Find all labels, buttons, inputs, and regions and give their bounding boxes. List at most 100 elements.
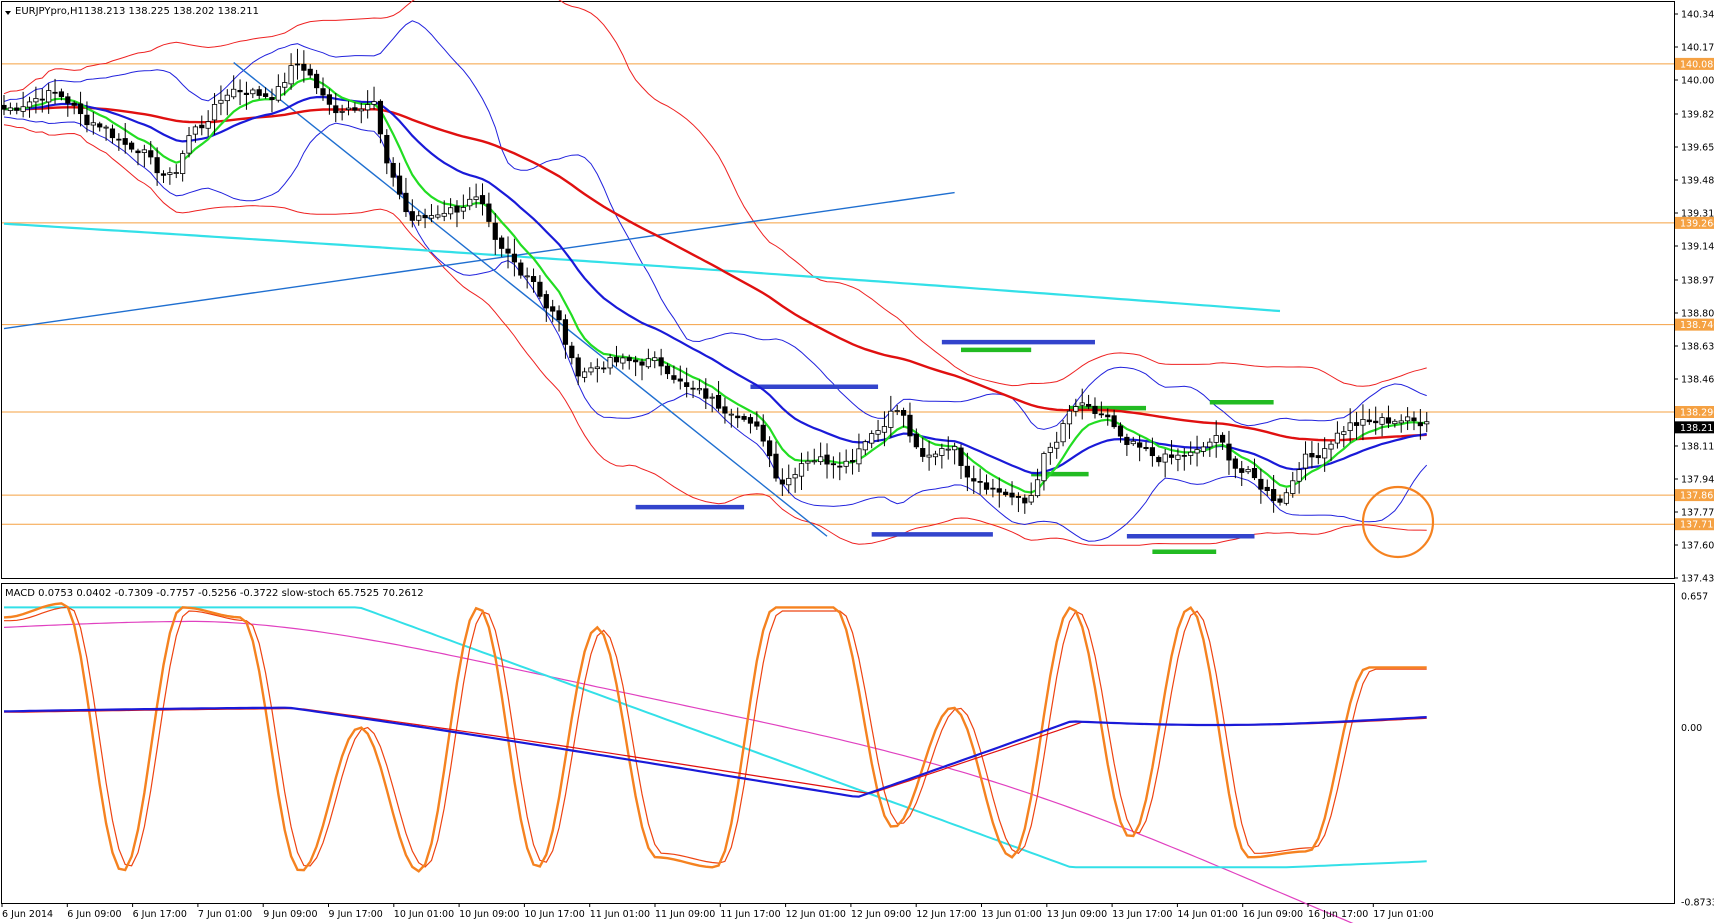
candle-body <box>652 357 658 362</box>
level-tag-label: 138.740 <box>1680 320 1714 331</box>
candle-body <box>377 100 384 135</box>
candle-body <box>703 388 709 399</box>
level-tag-label: 138.290 <box>1680 408 1714 419</box>
current-price-tag <box>1675 421 1714 434</box>
candle-body <box>307 68 313 76</box>
candle-body <box>1073 406 1079 412</box>
candle-body <box>754 421 760 427</box>
candle-body <box>1264 486 1270 492</box>
candle-body <box>122 138 128 145</box>
trendline-falling <box>233 61 828 537</box>
price-tick-label: 140.340 <box>1681 10 1714 21</box>
price-tick-label: 139.145 <box>1681 242 1714 253</box>
candle-body <box>314 73 320 89</box>
candle-body <box>1015 495 1022 498</box>
candle-body <box>1411 417 1417 422</box>
candle-body <box>747 417 754 424</box>
candle-body <box>1328 443 1334 450</box>
candle-body <box>907 414 913 437</box>
candle-body <box>1086 403 1092 407</box>
candle-body <box>243 92 250 95</box>
candle-body <box>1309 452 1315 458</box>
candle-body <box>499 237 505 249</box>
candle-body <box>977 480 983 483</box>
candle-body <box>403 192 409 213</box>
candle-body <box>1366 419 1372 423</box>
time-tick-label: 12 Jun 17:00 <box>916 909 976 920</box>
candle-body <box>409 211 415 221</box>
candle-body <box>1 104 7 110</box>
candle-body <box>1296 469 1302 482</box>
candle-body <box>1149 447 1155 457</box>
candle-body <box>830 463 837 466</box>
time-tick-label: 10 Jun 01:00 <box>394 909 454 920</box>
time-tick-label: 6 Jun 2014 <box>2 909 53 920</box>
candle-body <box>952 446 958 451</box>
candle-body <box>77 103 84 115</box>
candle-body <box>1219 434 1226 443</box>
candle-body <box>282 82 288 88</box>
candle-body <box>1315 455 1321 459</box>
candle-body <box>371 101 377 105</box>
candle-body <box>677 378 683 382</box>
candle-body <box>920 448 926 457</box>
candle-body <box>932 453 939 458</box>
candle-body <box>613 356 620 363</box>
candle-body <box>135 150 141 154</box>
candle-body <box>1353 422 1360 426</box>
candle-body <box>1392 420 1398 425</box>
candle-body <box>1341 431 1347 435</box>
candle-body <box>684 382 690 387</box>
candle-body <box>256 89 262 96</box>
time-tick-label: 9 Jun 09:00 <box>263 909 317 920</box>
candle-body <box>1271 489 1277 501</box>
level-tag-label: 140.083 <box>1680 59 1714 70</box>
candle-body <box>1098 413 1104 416</box>
candle-body <box>862 441 868 451</box>
candle-body <box>1028 495 1034 503</box>
price-tick-label: 139.655 <box>1681 142 1714 153</box>
price-tick-label: 138.800 <box>1681 308 1714 319</box>
candle-body <box>1232 458 1238 469</box>
candle-body <box>537 281 543 297</box>
candle-body <box>1424 421 1430 425</box>
candle-body <box>224 94 230 102</box>
candle-body <box>562 319 569 345</box>
bollinger-inner-lower <box>3 116 1428 542</box>
candle-body <box>990 487 996 490</box>
candle-body <box>524 275 530 278</box>
candle-body <box>888 410 894 428</box>
candle-body <box>671 375 677 380</box>
candle-body <box>1181 454 1187 457</box>
price-tick-label: 138.630 <box>1681 341 1714 352</box>
oscillator-header: MACD 0.0753 0.0402 -0.7309 -0.7757 -0.52… <box>5 588 424 599</box>
candle-body <box>160 173 167 176</box>
candle-body <box>205 121 211 129</box>
candle-body <box>728 413 734 416</box>
candle-body <box>1290 480 1296 494</box>
level-tag-3 <box>1675 406 1714 419</box>
candle-body <box>103 126 109 129</box>
candle-body <box>26 101 33 108</box>
osc-tick-label: 0.657 <box>1681 592 1708 603</box>
candle-body <box>128 142 135 150</box>
main-header: EURJPYpro,H1 138.213 138.225 138.202 138… <box>5 6 259 17</box>
candle-body <box>1034 479 1041 497</box>
candle-body <box>269 97 275 101</box>
osc-stoch-signal <box>4 606 1427 868</box>
candle-body <box>1200 446 1207 452</box>
level-tag-label: 139.264 <box>1680 218 1714 229</box>
candle-body <box>58 91 65 98</box>
candle-body <box>639 361 645 366</box>
candle-body <box>1047 446 1053 453</box>
dropdown-triangle-icon[interactable] <box>5 11 11 15</box>
candle-body <box>84 114 90 126</box>
candle-body <box>798 463 805 477</box>
candle-body <box>1417 422 1423 427</box>
candle-body <box>664 365 671 375</box>
candle-body <box>779 479 785 485</box>
time-tick-label: 13 Jun 09:00 <box>1047 909 1107 920</box>
time-tick-label: 12 Jun 09:00 <box>851 909 911 920</box>
candle-body <box>1322 448 1328 459</box>
